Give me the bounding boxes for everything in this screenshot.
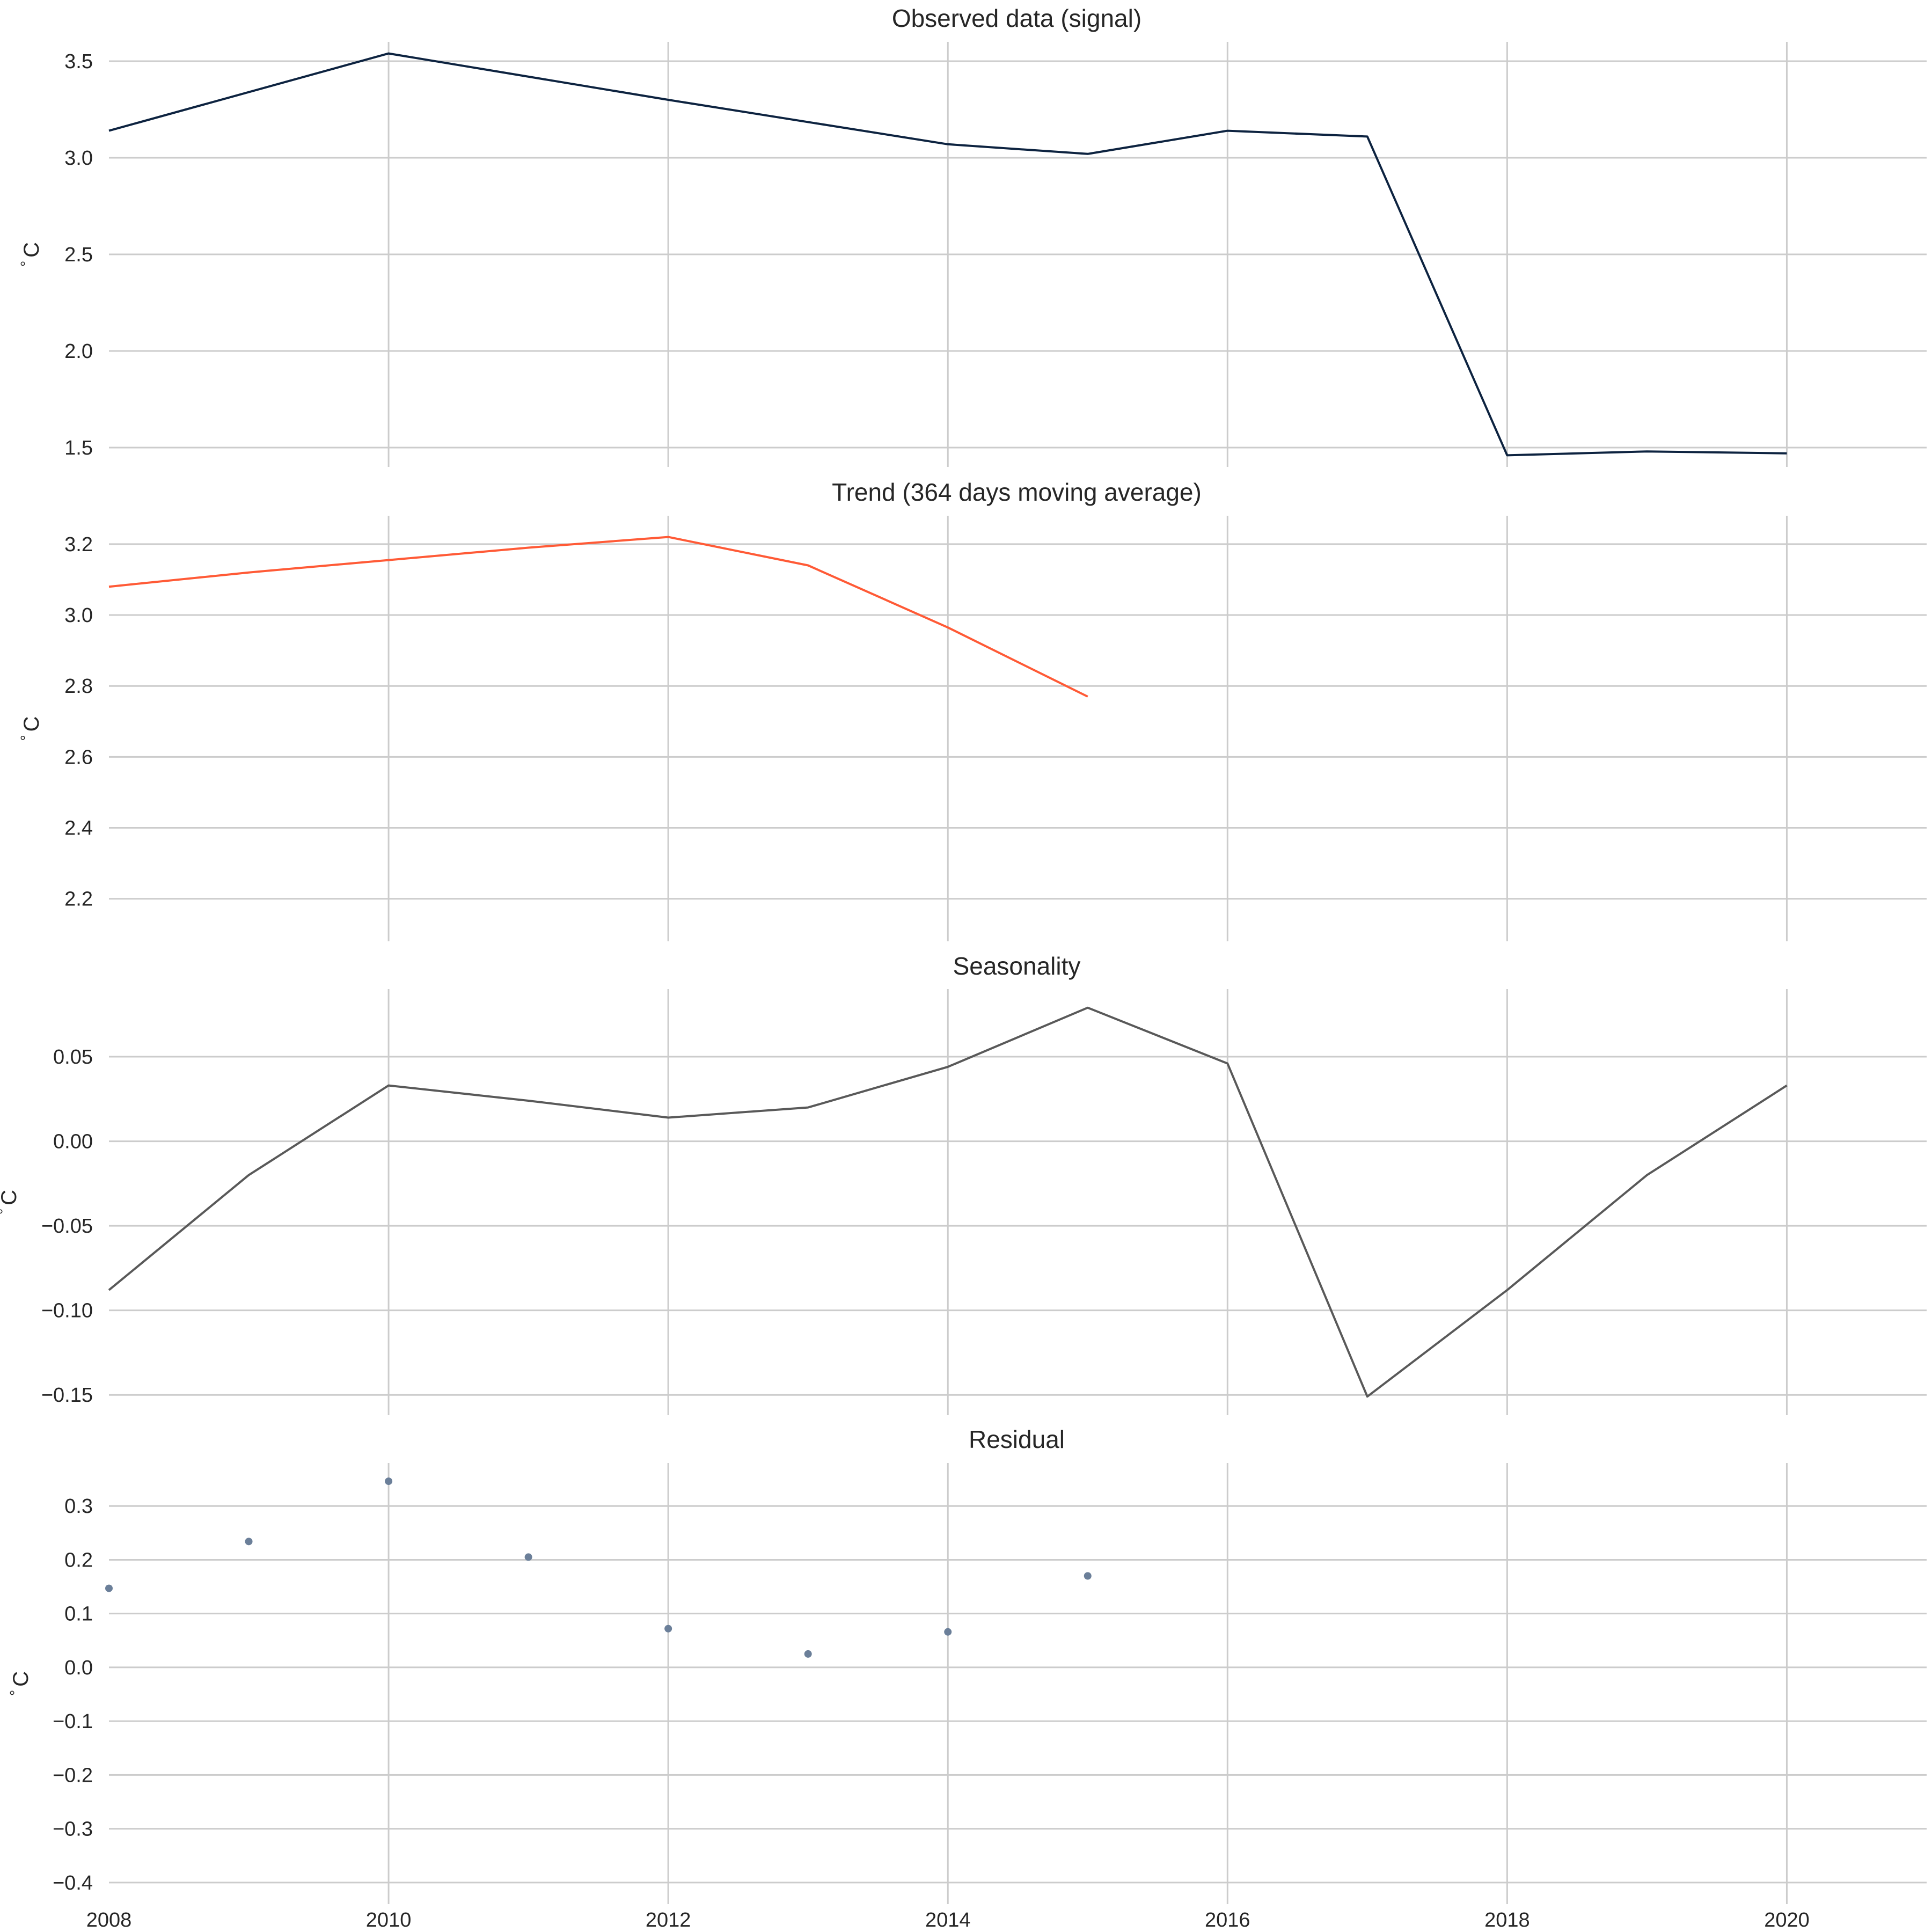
trend-panel: 2.2 2.4 2.6 2.8 3.0 3.2 Trend (364 days moving…: [18, 478, 1927, 941]
trend-title: Trend (364 days moving average): [832, 478, 1202, 506]
residual-x-tick-label: 2012: [646, 1909, 691, 1931]
observed-y-tick-label: 3.0: [64, 147, 93, 170]
residual-point: [1084, 1572, 1092, 1580]
trend-y-tick-label: 2.6: [64, 746, 93, 769]
residual-x-tick-label: 2014: [925, 1909, 971, 1931]
trend-y-tick-label: 3.2: [64, 533, 93, 556]
observed-y-tick-label: 2.5: [64, 244, 93, 266]
seasonality-y-tick-label: −0.10: [41, 1300, 93, 1322]
seasonality-y-tick-label: −0.15: [41, 1384, 93, 1407]
residual-y-tick-label: 0.1: [64, 1603, 93, 1626]
residual-y-tick-label: −0.4: [53, 1872, 93, 1894]
seasonality-y-axis-label: °C: [0, 1190, 21, 1214]
residual-y-tick-label: −0.3: [53, 1818, 93, 1841]
residual-point: [245, 1538, 253, 1546]
seasonality-title: Seasonality: [953, 952, 1081, 980]
residual-point: [664, 1624, 672, 1633]
observed-panel: 1.5 2.0 2.5 3.0 3.5 Observed data (signal) °C: [18, 4, 1927, 467]
residual-title: Residual: [969, 1425, 1065, 1453]
observed-y-tick-label: 3.5: [64, 50, 93, 73]
trend-series-line: [108, 536, 1088, 698]
observed-y-axis-label: °C: [18, 242, 43, 267]
observed-title: Observed data (signal): [892, 4, 1141, 32]
residual-point: [944, 1628, 952, 1636]
seasonality-y-tick-label: 0.00: [53, 1131, 93, 1153]
residual-panel: −0.4 −0.3 −0.2 −0.1 0.0 0.1 0.2 0.3 Residual °C 20…: [7, 1425, 1927, 1931]
trend-y-tick-label: 2.4: [64, 817, 93, 840]
residual-x-tick-label: 2010: [366, 1909, 412, 1931]
trend-y-tick-label: 2.8: [64, 675, 93, 698]
observed-y-tick-label: 2.0: [64, 340, 93, 363]
residual-y-tick-label: −0.1: [53, 1710, 93, 1733]
trend-y-axis-label: °C: [18, 716, 43, 741]
residual-point: [105, 1584, 113, 1592]
residual-point: [804, 1650, 812, 1658]
residual-y-tick-label: 0.2: [64, 1549, 93, 1571]
observed-series-line: [108, 52, 1787, 457]
seasonality-y-tick-label: 0.05: [53, 1046, 93, 1069]
seasonality-panel: −0.15 −0.10 −0.05 0.00 0.05 Seasonality °C: [0, 952, 1927, 1415]
observed-y-tick-label: 1.5: [64, 437, 93, 459]
residual-y-tick-label: 0.3: [64, 1495, 93, 1518]
residual-y-tick-label: −0.2: [53, 1764, 93, 1787]
residual-x-tick-label: 2020: [1764, 1909, 1810, 1931]
trend-y-tick-label: 3.0: [64, 604, 93, 627]
seasonality-series-line: [108, 1006, 1788, 1398]
residual-y-axis-label: °C: [7, 1671, 33, 1696]
seasonality-y-tick-label: −0.05: [41, 1215, 93, 1238]
trend-y-tick-label: 2.2: [64, 888, 93, 911]
residual-x-tick-label: 2018: [1484, 1909, 1530, 1931]
residual-point: [524, 1553, 532, 1561]
residual-point: [385, 1477, 393, 1485]
residual-x-tick-label: 2008: [86, 1909, 132, 1931]
residual-x-tick-label: 2016: [1205, 1909, 1250, 1931]
residual-y-tick-label: 0.0: [64, 1657, 93, 1679]
